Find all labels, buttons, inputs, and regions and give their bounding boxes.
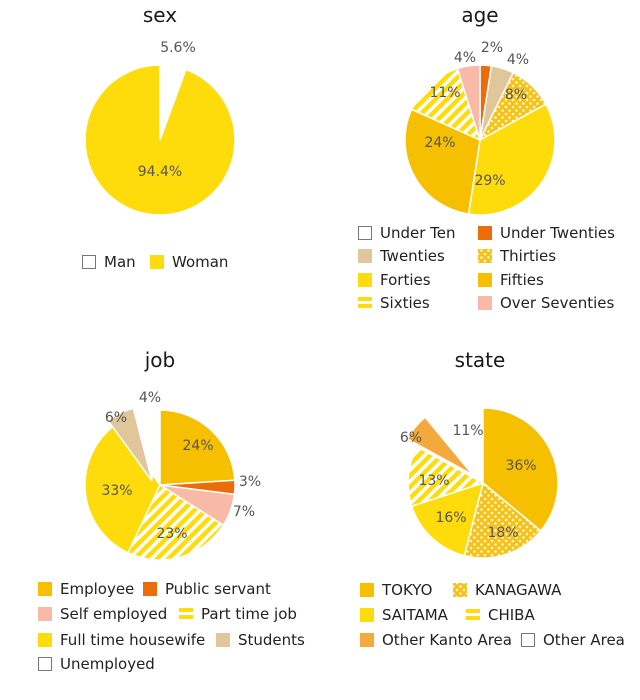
legend-swatch-students (216, 633, 230, 647)
legend-label-students: Students (238, 631, 305, 649)
legend-swatch-tokyo (360, 583, 374, 597)
pie-sex: 5.6% 94.4% (84, 40, 236, 216)
slice-label-saitama: 16% (435, 510, 466, 526)
slice-label-chiba: 13% (418, 473, 449, 489)
pie-slice-unemployed (132, 403, 153, 480)
legend-swatch-under-twenties (478, 226, 492, 240)
slice-label-tokyo: 36% (505, 458, 536, 474)
chart-title-job: job (144, 348, 176, 372)
slice-label-sixties: 11% (429, 85, 460, 101)
legend-swatch-full-time-housewife (38, 633, 52, 647)
slice-label-unemployed: 4% (139, 390, 161, 406)
legend-swatch-sixties (358, 297, 372, 308)
pie-age: 2%4%8%29%24%11%4% (404, 40, 556, 216)
legend-swatch-part-time-job (179, 608, 193, 619)
legend-swatch-public-servant (143, 582, 157, 596)
legend-label-public-servant: Public servant (165, 580, 271, 598)
slice-label-other-area: 11% (452, 423, 483, 439)
pie-slice-employee (159, 409, 236, 486)
chart-title-age: age (461, 3, 498, 27)
slice-label-full-time-housewife: 33% (101, 483, 132, 499)
legend-state: TOKYO KANAGAWA SAITAMA CHIBA Other Kanto Are… (360, 581, 625, 649)
slice-label-part-time-job: 23% (156, 526, 187, 542)
legend-swatch-other-kanto-area (360, 633, 374, 647)
slice-label-woman: 94.4% (138, 164, 182, 180)
legend-swatch-fifties (478, 273, 492, 287)
legend-swatch-unemployed (38, 657, 52, 671)
legend-swatch-employee (38, 582, 52, 596)
legend-label-man: Man (104, 253, 136, 271)
pie-slice-other-area (424, 399, 474, 478)
legend-sex: Man Woman (82, 253, 228, 271)
pie-state: 36% 18% 16% 13% 6% 11% (400, 399, 559, 559)
legend-swatch-over-seventies (478, 296, 492, 310)
slice-label-fifties: 24% (424, 135, 455, 151)
legend-label-full-time-housewife: Full time housewife (60, 631, 205, 649)
legend-label-self-employed: Self employed (60, 605, 167, 623)
legend-swatch-self-employed (38, 607, 52, 621)
legend-label-fifties: Fifties (500, 271, 544, 289)
legend-swatch-other-area (521, 633, 535, 647)
legend-label-unemployed: Unemployed (60, 655, 155, 673)
legend-age: Under Ten Under Twenties Twenties Thirties F… (358, 224, 615, 312)
legend-swatch-chiba (466, 609, 480, 620)
legend-swatch-man (82, 255, 96, 269)
legend-swatch-woman (150, 255, 164, 269)
legend-label-under-ten: Under Ten (380, 224, 456, 242)
legend-job: Employee Public servant Self employed Part … (38, 580, 305, 673)
legend-swatch-under-ten (358, 226, 372, 240)
legend-label-over-seventies: Over Seventies (500, 294, 614, 312)
legend-label-thirties: Thirties (499, 247, 556, 265)
pie-slice-full-time-housewife (84, 423, 161, 554)
legend-swatch-thirties (478, 249, 492, 263)
slice-label-thirties: 8% (505, 87, 527, 103)
legend-label-saitama: SAITAMA (382, 606, 449, 624)
legend-label-twenties: Twenties (379, 247, 445, 265)
slice-label-public-servant: 3% (239, 474, 261, 490)
legend-label-tokyo: TOKYO (381, 581, 432, 599)
pie-job: 24% 3% 7% 23% 33% 6% 4% (84, 390, 261, 561)
legend-label-employee: Employee (60, 580, 134, 598)
slice-label-students: 6% (105, 410, 127, 426)
legend-label-sixties: Sixties (380, 294, 430, 312)
slice-label-twenties: 4% (507, 52, 529, 68)
chart-title-sex: sex (143, 3, 177, 27)
slice-label-employee: 24% (182, 438, 213, 454)
slice-label-kanagawa: 18% (487, 525, 518, 541)
legend-label-forties: Forties (380, 271, 431, 289)
slice-label-under-twenties: 2% (481, 40, 503, 56)
legend-label-other-area: Other Area (543, 631, 625, 649)
legend-swatch-forties (358, 273, 372, 287)
pie-slice-kanagawa (463, 481, 542, 559)
chart-title-state: state (455, 348, 506, 372)
slice-label-man: 5.6% (160, 40, 196, 56)
legend-swatch-saitama (360, 608, 374, 622)
slice-label-over-seventies: 4% (454, 50, 476, 66)
pie-slice-forties (467, 103, 556, 216)
legend-label-woman: Woman (172, 253, 228, 271)
slice-label-forties: 29% (474, 173, 505, 189)
pie-slice-chiba (407, 445, 485, 508)
legend-label-under-twenties: Under Twenties (500, 224, 615, 242)
slice-label-self-employed: 7% (233, 504, 255, 520)
legend-label-part-time-job: Part time job (201, 605, 297, 623)
legend-label-chiba: CHIBA (488, 606, 535, 624)
pie-slice-woman (84, 64, 236, 216)
pie-slice-tokyo (482, 407, 559, 532)
legend-swatch-twenties (358, 249, 372, 263)
legend-label-kanagawa: KANAGAWA (475, 581, 562, 599)
legend-label-other-kanto-area: Other Kanto Area (382, 631, 512, 649)
pie-slice-fifties (404, 108, 481, 215)
pie-slice-over-seventies (456, 64, 481, 141)
slice-label-other-kanto-area: 6% (400, 430, 422, 446)
legend-swatch-kanagawa (453, 583, 467, 597)
